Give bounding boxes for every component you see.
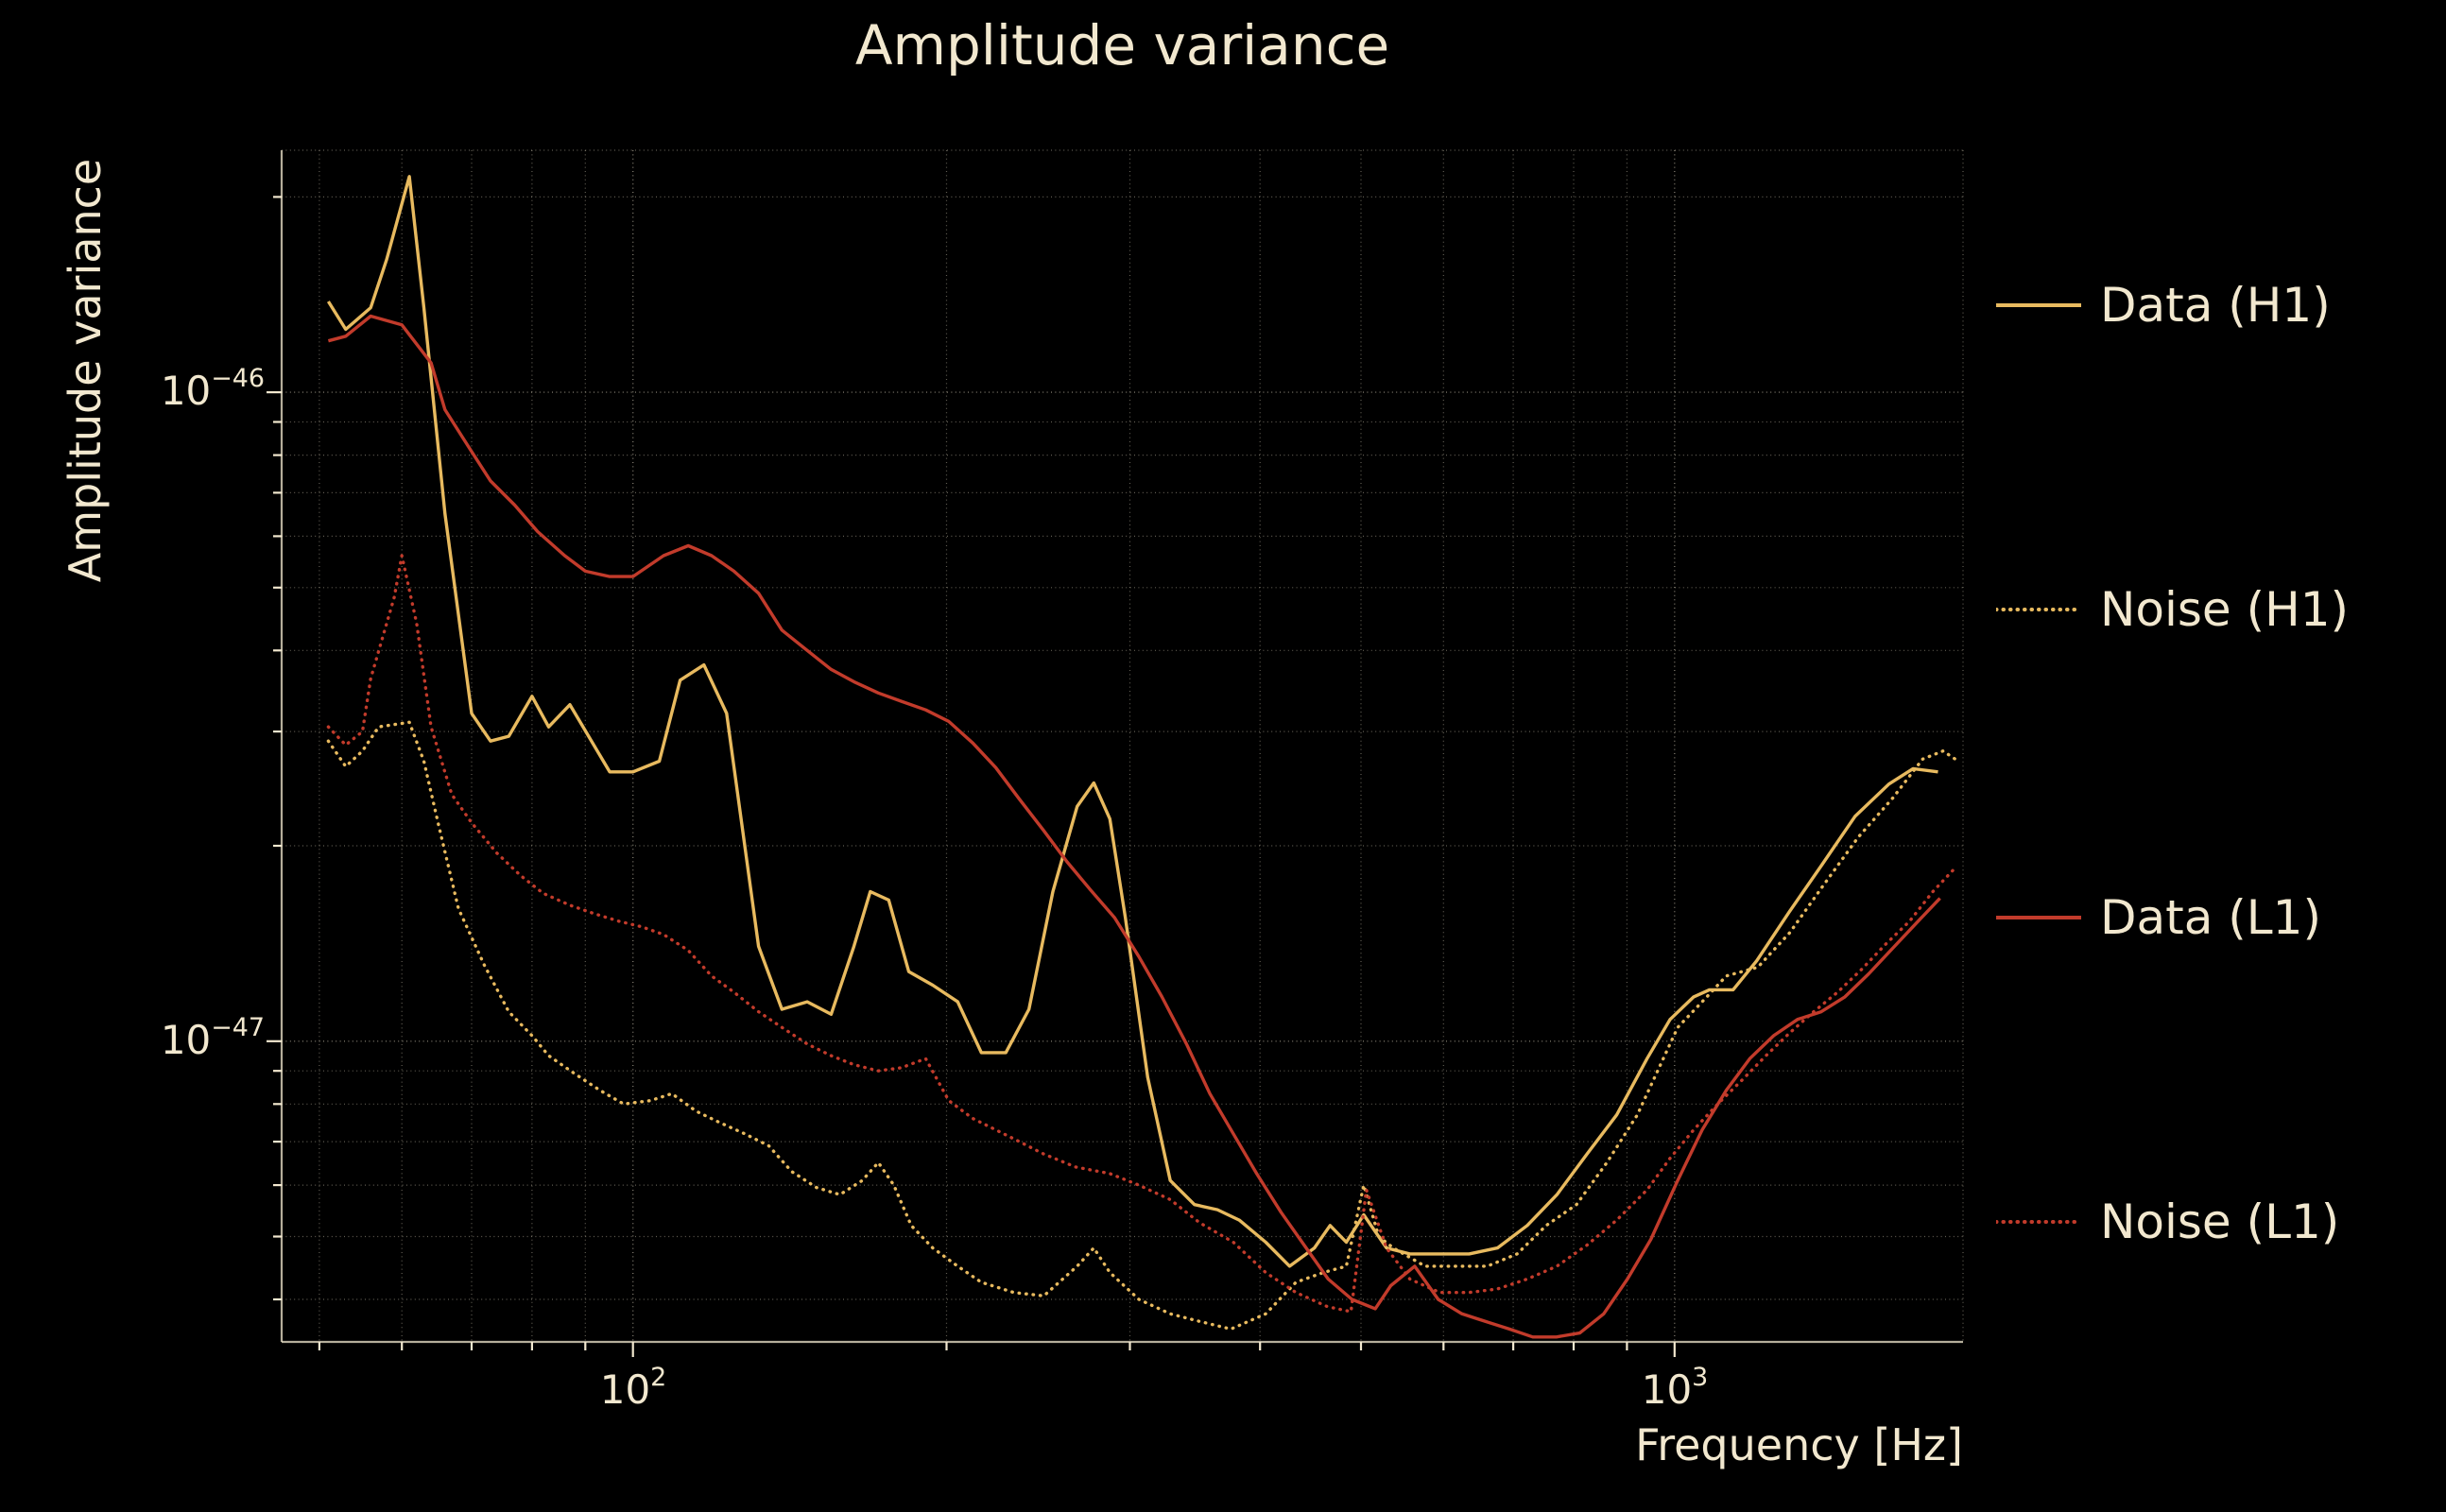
x-tick-label-1000: 103: [1618, 1362, 1731, 1414]
series-line-noise-l1-: [326, 554, 1957, 1314]
x-tick-100-exp: 2: [650, 1362, 667, 1392]
legend-entry-data-h1: Data (H1): [1996, 277, 2331, 334]
y-tick-label-1e-46: 10−46: [95, 364, 265, 415]
legend-line-sample-data-h1: [1996, 303, 2081, 307]
y-tick-1e47-exp: −47: [211, 1012, 265, 1042]
legend-label-noise-h1: Noise (H1): [2100, 582, 2350, 637]
y-tick-1e47-base: 10: [160, 1017, 212, 1063]
legend-label-data-h1: Data (H1): [2100, 278, 2331, 333]
chart-title: Amplitude variance: [854, 13, 1390, 77]
legend-entry-data-l1: Data (L1): [1996, 889, 2321, 946]
series-line-data-l1-: [327, 314, 1941, 1339]
x-tick-1000-base: 10: [1641, 1366, 1693, 1413]
legend-line-sample-data-l1: [1996, 916, 2081, 919]
series-line-noise-h1-: [326, 720, 1957, 1332]
legend-label-noise-l1: Noise (L1): [2100, 1194, 2340, 1249]
x-tick-label-100: 102: [577, 1362, 690, 1414]
x-tick-100-base: 10: [599, 1366, 651, 1413]
legend: Data (H1) Noise (H1) Data (L1) Noise (L1…: [1996, 0, 2440, 1512]
legend-line-sample-noise-l1: [1996, 1220, 2081, 1224]
legend-entry-noise-l1: Noise (L1): [1996, 1194, 2339, 1250]
y-tick-1e46-base: 10: [160, 368, 212, 414]
legend-line-sample-noise-h1: [1996, 608, 2081, 611]
y-tick-label-1e-47: 10−47: [95, 1013, 265, 1064]
legend-entry-noise-h1: Noise (H1): [1996, 581, 2349, 638]
y-tick-1e46-exp: −46: [211, 363, 265, 393]
x-tick-1000-exp: 3: [1692, 1362, 1709, 1392]
series-line-data-h1-: [326, 175, 1938, 1268]
x-axis-label: Frequency [Hz]: [1635, 1419, 1963, 1470]
legend-label-data-l1: Data (L1): [2100, 890, 2321, 945]
